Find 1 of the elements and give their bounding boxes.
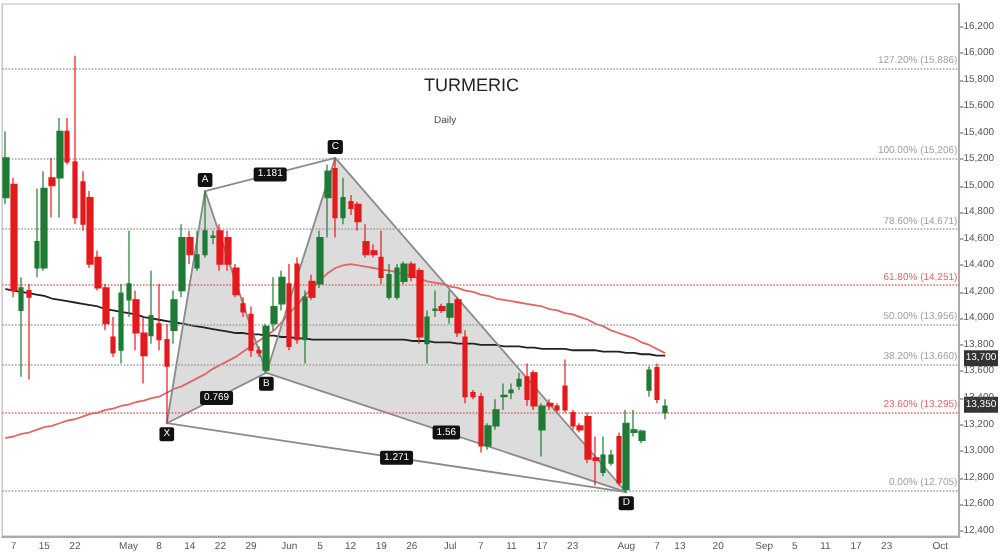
text: TURMERIC — [424, 75, 520, 95]
